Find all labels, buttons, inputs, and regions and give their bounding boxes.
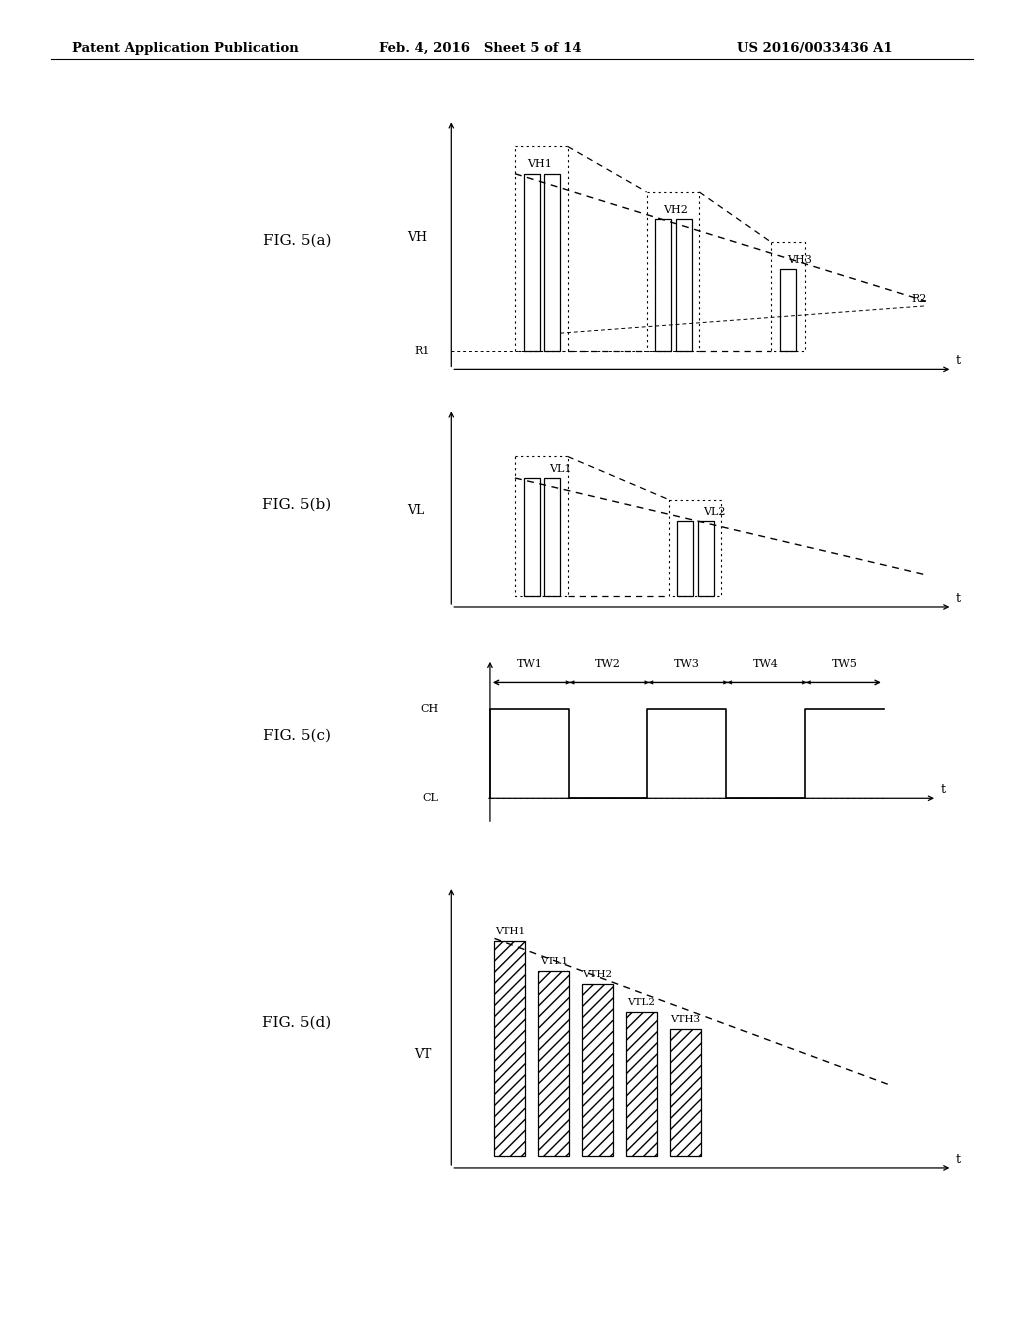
Text: VL2: VL2 bbox=[702, 507, 725, 516]
Text: VH1: VH1 bbox=[527, 160, 552, 169]
Text: CL: CL bbox=[423, 793, 438, 804]
Text: t: t bbox=[956, 1152, 961, 1166]
Text: TW2: TW2 bbox=[595, 659, 621, 669]
Bar bbox=[676, 219, 692, 351]
Text: CH: CH bbox=[421, 704, 438, 714]
Bar bbox=[583, 983, 613, 1155]
Bar bbox=[523, 174, 540, 351]
Text: TW5: TW5 bbox=[831, 659, 857, 669]
Text: R1: R1 bbox=[414, 346, 429, 356]
Text: FIG. 5(a): FIG. 5(a) bbox=[263, 234, 331, 248]
Text: VTH3: VTH3 bbox=[671, 1015, 700, 1024]
Text: VH: VH bbox=[407, 231, 427, 244]
Text: US 2016/0033436 A1: US 2016/0033436 A1 bbox=[737, 42, 893, 55]
Text: VH3: VH3 bbox=[787, 255, 812, 265]
Text: VH2: VH2 bbox=[663, 205, 687, 215]
Bar bbox=[495, 941, 525, 1155]
Bar bbox=[544, 478, 560, 597]
Bar bbox=[697, 521, 714, 597]
Text: VL1: VL1 bbox=[549, 463, 571, 474]
Text: TW4: TW4 bbox=[753, 659, 778, 669]
Text: VL: VL bbox=[407, 504, 424, 517]
Text: VTH2: VTH2 bbox=[583, 970, 612, 979]
Bar bbox=[677, 521, 693, 597]
Text: Feb. 4, 2016   Sheet 5 of 14: Feb. 4, 2016 Sheet 5 of 14 bbox=[379, 42, 582, 55]
Bar bbox=[779, 269, 796, 351]
Bar bbox=[539, 972, 569, 1155]
Text: VTH1: VTH1 bbox=[495, 927, 525, 936]
Bar bbox=[626, 1011, 656, 1155]
Text: Patent Application Publication: Patent Application Publication bbox=[72, 42, 298, 55]
Text: t: t bbox=[941, 784, 946, 796]
Text: TW1: TW1 bbox=[516, 659, 543, 669]
Text: t: t bbox=[956, 593, 961, 605]
Bar bbox=[670, 1030, 700, 1155]
Bar bbox=[523, 478, 540, 597]
Text: VTL2: VTL2 bbox=[628, 998, 655, 1007]
Text: FIG. 5(c): FIG. 5(c) bbox=[263, 729, 331, 743]
Text: TW3: TW3 bbox=[674, 659, 699, 669]
Text: t: t bbox=[956, 354, 961, 367]
Bar bbox=[655, 219, 672, 351]
Text: R2: R2 bbox=[911, 293, 927, 304]
Text: VT: VT bbox=[414, 1048, 431, 1061]
Bar bbox=[544, 174, 560, 351]
Text: VTL1: VTL1 bbox=[540, 957, 567, 966]
Text: FIG. 5(d): FIG. 5(d) bbox=[262, 1016, 332, 1030]
Text: FIG. 5(b): FIG. 5(b) bbox=[262, 498, 332, 512]
